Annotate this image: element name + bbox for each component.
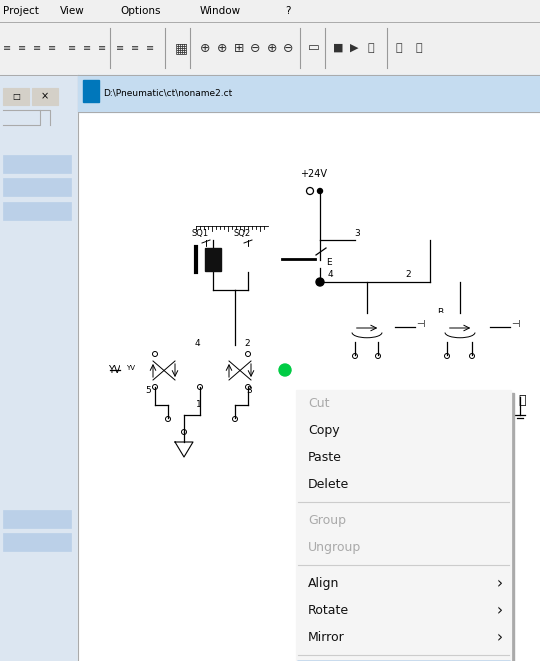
Text: SQ2: SQ2 bbox=[234, 229, 251, 238]
Text: ⏮: ⏮ bbox=[395, 43, 402, 53]
Bar bbox=[3, 88, 29, 105]
Text: YV: YV bbox=[126, 365, 135, 371]
Text: ▦: ▦ bbox=[175, 41, 188, 55]
Text: Rotate: Rotate bbox=[308, 604, 349, 617]
Text: ›: › bbox=[497, 576, 503, 591]
Text: Paste: Paste bbox=[308, 451, 342, 464]
Text: Delete: Delete bbox=[308, 478, 349, 491]
Text: Group: Group bbox=[308, 514, 346, 527]
Text: 2: 2 bbox=[244, 339, 249, 348]
Bar bbox=[3, 510, 71, 528]
Circle shape bbox=[318, 188, 322, 194]
Text: View: View bbox=[60, 6, 85, 16]
Text: ⊖: ⊖ bbox=[283, 42, 294, 54]
Text: B: B bbox=[437, 308, 443, 317]
Text: +24V: +24V bbox=[300, 169, 327, 179]
Text: ≡: ≡ bbox=[68, 43, 76, 53]
Text: ▶: ▶ bbox=[350, 43, 359, 53]
Text: 3: 3 bbox=[354, 229, 360, 238]
Text: 5: 5 bbox=[145, 386, 151, 395]
Circle shape bbox=[316, 278, 324, 286]
Bar bbox=[337, 313, 397, 343]
Text: Options: Options bbox=[120, 6, 160, 16]
Bar bbox=[430, 313, 490, 343]
Text: Project: Project bbox=[3, 6, 39, 16]
Bar bbox=[181, 354, 219, 387]
Text: ⊣: ⊣ bbox=[416, 319, 424, 329]
Text: ⊖: ⊖ bbox=[250, 42, 260, 54]
Text: 4: 4 bbox=[328, 270, 334, 279]
Text: ≡: ≡ bbox=[131, 43, 139, 53]
Bar bbox=[3, 155, 71, 173]
Text: ≡: ≡ bbox=[3, 43, 11, 53]
Text: ≡: ≡ bbox=[48, 43, 56, 53]
Text: ⊕: ⊕ bbox=[267, 42, 278, 54]
Text: ▭: ▭ bbox=[308, 42, 320, 54]
Text: □: □ bbox=[12, 91, 20, 100]
Text: ›: › bbox=[497, 603, 503, 618]
Text: ≡: ≡ bbox=[116, 43, 124, 53]
Text: Window: Window bbox=[200, 6, 241, 16]
Text: Mirror: Mirror bbox=[308, 631, 345, 644]
Bar bbox=[205, 248, 221, 271]
Bar bbox=[3, 533, 71, 551]
Text: ?: ? bbox=[285, 6, 291, 16]
Text: ⊕: ⊕ bbox=[200, 42, 211, 54]
Text: E: E bbox=[326, 258, 332, 267]
Text: ≡: ≡ bbox=[98, 43, 106, 53]
Text: ≡: ≡ bbox=[83, 43, 91, 53]
Text: Ungroup: Ungroup bbox=[308, 541, 361, 554]
Text: ›: › bbox=[497, 630, 503, 645]
Bar bbox=[120, 360, 143, 380]
Text: ⏭: ⏭ bbox=[415, 43, 422, 53]
Bar bbox=[0, 75, 78, 661]
Bar bbox=[299, 393, 514, 661]
Text: ⊕: ⊕ bbox=[217, 42, 227, 54]
Bar bbox=[257, 360, 280, 380]
Text: 1: 1 bbox=[196, 400, 202, 409]
Text: Align: Align bbox=[308, 577, 339, 590]
Text: ×: × bbox=[41, 91, 49, 101]
Text: 2: 2 bbox=[405, 270, 410, 279]
Bar bbox=[0, 22, 540, 75]
Text: ■: ■ bbox=[333, 43, 343, 53]
Text: ≡: ≡ bbox=[33, 43, 41, 53]
Bar bbox=[296, 390, 511, 661]
Text: YV1: YV1 bbox=[108, 365, 126, 375]
Text: ≡: ≡ bbox=[18, 43, 26, 53]
Text: Cut: Cut bbox=[308, 397, 329, 410]
Bar bbox=[3, 178, 71, 196]
Text: ⊞: ⊞ bbox=[234, 42, 245, 54]
Bar bbox=[196, 247, 282, 272]
Bar bbox=[78, 75, 540, 112]
Text: ⊣: ⊣ bbox=[511, 319, 519, 329]
Text: ⏸: ⏸ bbox=[367, 43, 374, 53]
Bar bbox=[83, 80, 99, 102]
Bar bbox=[78, 112, 540, 661]
Text: ⟂: ⟂ bbox=[518, 394, 525, 407]
Bar bbox=[32, 88, 58, 105]
Bar bbox=[3, 202, 71, 220]
Text: Copy: Copy bbox=[308, 424, 340, 437]
Bar bbox=[143, 354, 181, 387]
Bar bbox=[219, 354, 257, 387]
Text: D:\Pneumatic\ct\noname2.ct: D:\Pneumatic\ct\noname2.ct bbox=[103, 89, 232, 98]
Circle shape bbox=[279, 364, 291, 376]
Text: 3: 3 bbox=[246, 386, 252, 395]
Text: SQ1: SQ1 bbox=[192, 229, 209, 238]
Bar bbox=[0, 0, 540, 22]
Text: ≡: ≡ bbox=[146, 43, 154, 53]
Text: 4: 4 bbox=[195, 339, 201, 348]
